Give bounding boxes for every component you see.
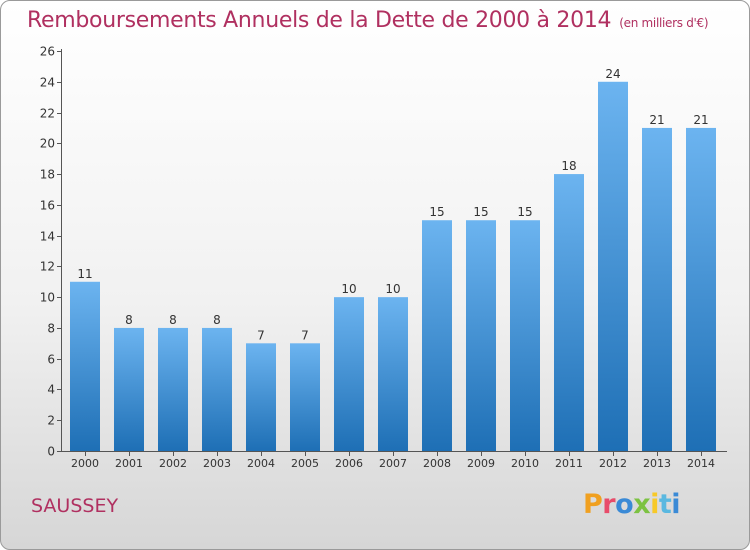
x-tick-label: 2009: [467, 457, 495, 470]
y-tick-label: 2: [47, 414, 55, 428]
data-label: 10: [341, 282, 356, 296]
data-label: 10: [385, 282, 400, 296]
x-tick-label: 2012: [599, 457, 627, 470]
y-tick-label: 0: [47, 445, 55, 459]
data-label: 21: [693, 113, 708, 127]
data-label: 15: [429, 205, 444, 219]
y-tick-label: 12: [40, 260, 55, 274]
bar: [70, 281, 100, 451]
chart-unit-label: (en milliers d'€): [619, 16, 709, 30]
x-tick-label: 2005: [291, 457, 319, 470]
y-tick-label: 26: [40, 45, 55, 59]
data-label: 8: [213, 313, 221, 327]
bar: [422, 220, 452, 451]
bar: [510, 220, 540, 451]
x-tick-label: 2008: [423, 457, 451, 470]
x-tick-label: 2010: [511, 457, 539, 470]
bar: [466, 220, 496, 451]
bar: [202, 327, 232, 451]
data-label: 24: [605, 67, 620, 81]
data-label: 7: [301, 328, 309, 342]
bar: [554, 174, 584, 452]
bar: [246, 343, 276, 451]
x-tick-label: 2003: [203, 457, 231, 470]
proxiti-logo: Proxiti: [583, 489, 681, 520]
y-tick-label: 14: [40, 230, 55, 244]
bar: [158, 327, 188, 451]
data-label: 11: [77, 267, 92, 281]
x-tick-label: 2002: [159, 457, 187, 470]
y-tick-label: 4: [47, 383, 55, 397]
data-label: 15: [473, 205, 488, 219]
data-label: 18: [561, 159, 576, 173]
x-tick-label: 2004: [247, 457, 275, 470]
y-tick-label: 20: [40, 137, 55, 151]
bar: [598, 81, 628, 452]
bar: [334, 297, 364, 451]
bar: [642, 127, 672, 451]
y-tick-label: 18: [40, 168, 55, 182]
data-label: 21: [649, 113, 664, 127]
data-label: 8: [125, 313, 133, 327]
bar: [378, 297, 408, 451]
bar: [686, 127, 716, 451]
chart-title-text: Remboursements Annuels de la Dette de 20…: [27, 8, 612, 33]
data-label: 8: [169, 313, 177, 327]
x-tick-label: 2011: [555, 457, 583, 470]
data-label: 15: [517, 205, 532, 219]
bar: [290, 343, 320, 451]
x-tick-label: 2007: [379, 457, 407, 470]
y-tick-label: 16: [40, 199, 55, 213]
y-tick-label: 22: [40, 107, 55, 121]
x-tick-label: 2001: [115, 457, 143, 470]
commune-name: SAUSSEY: [31, 495, 119, 517]
x-tick-label: 2000: [71, 457, 99, 470]
x-tick-label: 2006: [335, 457, 363, 470]
bar: [114, 327, 144, 451]
y-tick-label: 24: [40, 76, 55, 90]
x-tick-label: 2014: [687, 457, 715, 470]
chart-title: Remboursements Annuels de la Dette de 20…: [27, 8, 709, 33]
y-tick-label: 6: [47, 353, 55, 367]
data-label: 7: [257, 328, 265, 342]
x-tick-label: 2013: [643, 457, 671, 470]
y-tick-label: 10: [40, 291, 55, 305]
y-tick-label: 8: [47, 322, 55, 336]
